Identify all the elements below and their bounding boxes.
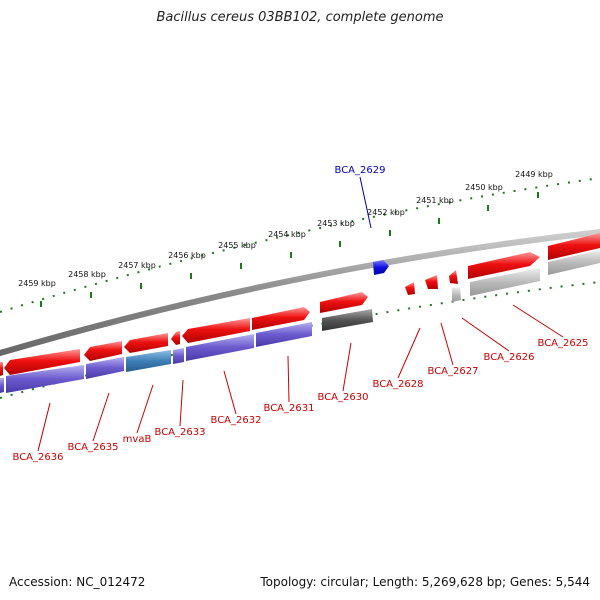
gene-label-BCA_2632[interactable]: BCA_2632: [211, 415, 262, 426]
gene-label-BCA_2628[interactable]: BCA_2628: [373, 379, 424, 390]
gene-label-BCA_2626[interactable]: BCA_2626: [484, 352, 535, 363]
gene-label-mvaB[interactable]: mvaB: [123, 434, 152, 445]
gene-BCA_2636[interactable]: [4, 349, 80, 375]
tick-label: 2452 kbp: [367, 208, 405, 217]
gene-label-BCA_2625[interactable]: BCA_2625: [538, 338, 589, 349]
map-title: Bacillus cereus 03BB102, complete genome: [156, 10, 444, 25]
forward-gene-row: [0, 233, 600, 376]
gene-BCA_2631[interactable]: [252, 307, 310, 330]
gene-BCA_2627[interactable]: [449, 270, 458, 284]
genome-summary-text: Topology: circular; Length: 5,269,628 bp…: [260, 575, 590, 589]
tick-label: 2459 kbp: [18, 279, 56, 288]
genome-backbone: [0, 229, 600, 357]
leader-line-BCA_2630: [342, 342, 352, 392]
feature-2627-light: [452, 287, 461, 302]
gene-BCA_2628[interactable]: [425, 275, 438, 289]
tick-label: 2453 kbp: [317, 219, 355, 228]
gene-BCA_2632[interactable]: [182, 318, 250, 343]
leader-line-BCA_2627: [440, 322, 454, 366]
gene-BCA_2629[interactable]: [373, 260, 389, 275]
inner-feature-row: [0, 250, 600, 393]
tick-label: 2457 kbp: [118, 261, 156, 270]
tick-label: 2449 kbp: [515, 170, 553, 179]
feature-2631-purple: [256, 322, 312, 347]
major-ticks: [40, 192, 539, 307]
leader-line-mvaB: [136, 384, 154, 434]
leader-line-BCA_2629: [359, 176, 372, 229]
leader-line-BCA_2633: [179, 379, 184, 427]
feature-edge-purple: [0, 378, 4, 393]
tick-label: 2456 kbp: [168, 251, 206, 260]
gene-BCA_2625[interactable]: [548, 233, 600, 260]
gene-label-BCA_2630[interactable]: BCA_2630: [318, 392, 369, 403]
tick-ruler-inner: [0, 281, 600, 399]
leader-line-BCA_2628: [397, 327, 421, 379]
tick-label: 2450 kbp: [465, 183, 503, 192]
gene-label-BCA_2629[interactable]: BCA_2629: [335, 165, 386, 176]
leader-line-BCA_2636: [37, 402, 51, 452]
gene-label-BCA_2636[interactable]: BCA_2636: [13, 452, 64, 463]
feature-mvaB-teal: [126, 350, 171, 372]
tick-label: 2451 kbp: [416, 196, 454, 205]
gene-label-BCA_2631[interactable]: BCA_2631: [264, 403, 315, 414]
gene-BCA_2628b[interactable]: [405, 282, 415, 295]
leader-line-BCA_2635: [92, 392, 110, 442]
feature-2636-purple: [6, 365, 84, 393]
gene-mvaB[interactable]: [124, 333, 168, 353]
label-leader-lines: [37, 176, 564, 452]
gene-label-BCA_2633[interactable]: BCA_2633: [155, 427, 206, 438]
gene-BCA_2630[interactable]: [320, 292, 368, 313]
leader-line-BCA_2631: [287, 355, 290, 403]
gene-label-BCA_2635[interactable]: BCA_2635: [68, 442, 119, 453]
gene-edge-fragment: [0, 362, 3, 376]
feature-2630-dark: [322, 309, 373, 331]
feature-2633-purple: [173, 348, 184, 364]
tick-label: 2458 kbp: [68, 270, 106, 279]
feature-2632-purple: [186, 334, 254, 361]
gene-BCA_2635[interactable]: [84, 341, 122, 361]
gene-BCA_2626[interactable]: [468, 252, 540, 279]
tick-label: 2454 kbp: [268, 230, 306, 239]
leader-line-BCA_2625: [512, 304, 564, 338]
feature-2625-light: [548, 250, 600, 275]
leader-line-BCA_2626: [461, 317, 510, 352]
gene-label-BCA_2627[interactable]: BCA_2627: [428, 366, 479, 377]
accession-text: Accession: NC_012472: [9, 575, 146, 589]
leader-line-BCA_2632: [223, 370, 237, 415]
feature-2626-light: [470, 268, 540, 296]
tick-labels: 2449 kbp 2450 kbp 2451 kbp 2452 kbp 2453 kbp…: [18, 170, 553, 288]
gene-BCA_2633[interactable]: [171, 331, 180, 345]
feature-2635-purple: [86, 357, 124, 379]
tick-label: 2455 kbp: [218, 241, 256, 250]
